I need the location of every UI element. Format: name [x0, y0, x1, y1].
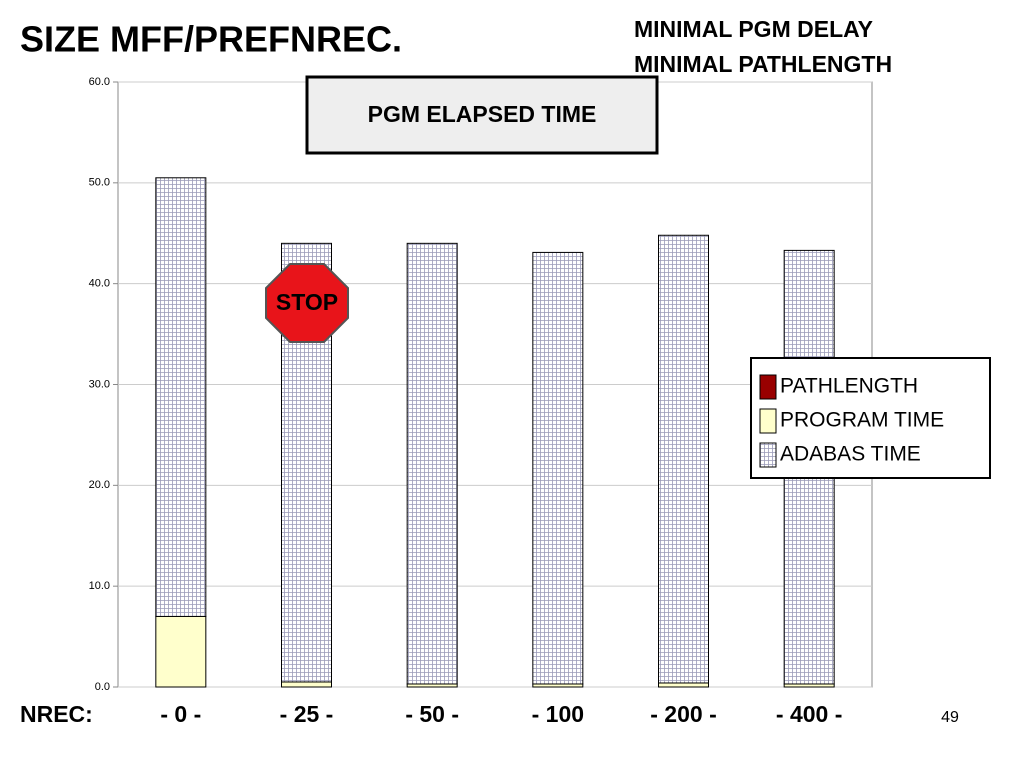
- bar-segment: [658, 682, 709, 688]
- note: MINIMAL PATHLENGTH: [634, 51, 892, 77]
- legend-swatch: [759, 374, 777, 400]
- page-number: 49: [941, 709, 959, 726]
- x-tick-label: - 100: [532, 701, 584, 727]
- legend-swatch: [759, 442, 777, 468]
- stop-sign: [265, 263, 349, 343]
- x-tick-label: - 0 -: [160, 701, 201, 727]
- plot: 0.0 10.0 20.0 30.0 40.0 50.0 60.0 - 0 - - 25 - - …: [89, 76, 873, 727]
- y-tick-label: 20.0: [89, 479, 110, 491]
- x-label: NREC:: [20, 701, 93, 727]
- y-tick-label: 30.0: [89, 378, 110, 390]
- bar-segment: [155, 615, 207, 688]
- x-tick-label: - 200 -: [650, 701, 716, 727]
- legend: [750, 357, 991, 479]
- legend-label: PROGRAM TIME: [780, 409, 944, 432]
- bar-segment: [155, 177, 207, 617]
- slide-title: SIZE MFF/PREFNREC.: [20, 19, 402, 60]
- y-tick-label: 0.0: [95, 681, 110, 693]
- y-tick-label: 60.0: [89, 76, 110, 88]
- note: MINIMAL PGM DELAY: [634, 16, 873, 42]
- legend-label: ADABAS TIME: [780, 443, 921, 466]
- bar-segment: [281, 681, 332, 688]
- bar-segment: [532, 251, 584, 685]
- legend-label: PATHLENGTH: [780, 375, 918, 398]
- x-tick-label: - 25 -: [280, 701, 334, 727]
- x-tick-label: - 400 -: [776, 701, 842, 727]
- bar-segment: [406, 242, 458, 685]
- stop-text: STOP: [276, 289, 338, 315]
- bar-segment: [658, 234, 709, 684]
- chart-title: PGM ELAPSED TIME: [368, 101, 597, 127]
- y-tick-label: 10.0: [89, 580, 110, 592]
- y-tick-label: 50.0: [89, 177, 110, 189]
- legend-entries: PATHLENGTH PROGRAM TIME ADABAS TIME: [759, 374, 944, 468]
- x-tick-label: - 50 -: [405, 701, 459, 727]
- legend-swatch: [759, 408, 777, 434]
- chart-title-box: [305, 75, 659, 155]
- y-tick-label: 40.0: [89, 278, 110, 290]
